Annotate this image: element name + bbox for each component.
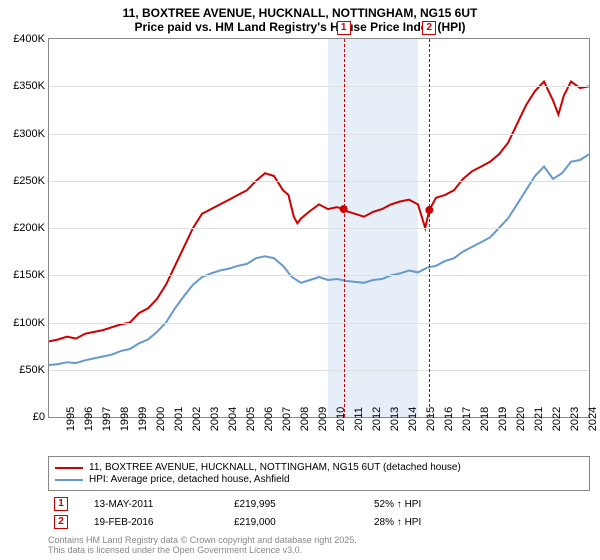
chart-title-line2: Price paid vs. HM Land Registry's House … xyxy=(0,20,600,38)
y-axis-label: £0 xyxy=(33,411,49,423)
sale-marker-line xyxy=(344,39,345,417)
gridline xyxy=(49,134,589,135)
y-axis-label: £350K xyxy=(13,80,49,92)
y-axis-label: £250K xyxy=(13,175,49,187)
gridline xyxy=(49,86,589,87)
gridline xyxy=(49,181,589,182)
chart-title-line1: 11, BOXTREE AVENUE, HUCKNALL, NOTTINGHAM… xyxy=(0,0,600,20)
sale-marker-label: 2 xyxy=(422,21,436,35)
sale-row: 2 19-FEB-2016£219,00028% ↑ HPI xyxy=(48,513,590,531)
gridline xyxy=(49,228,589,229)
gridline xyxy=(49,323,589,324)
sale-date: 19-FEB-2016 xyxy=(88,513,228,531)
legend-swatch xyxy=(55,479,83,481)
series-property xyxy=(49,82,589,342)
sales-table: 1 13-MAY-2011£219,99552% ↑ HPI 2 19-FEB-201… xyxy=(48,495,590,531)
series-hpi xyxy=(49,154,589,365)
legend-label: 11, BOXTREE AVENUE, HUCKNALL, NOTTINGHAM… xyxy=(89,462,461,473)
y-axis-label: £50K xyxy=(19,364,49,376)
y-axis-label: £300K xyxy=(13,128,49,140)
sale-delta: 28% ↑ HPI xyxy=(368,513,590,531)
sale-date: 13-MAY-2011 xyxy=(88,495,228,513)
sale-price: £219,000 xyxy=(228,513,368,531)
gridline xyxy=(49,370,589,371)
x-axis-label: 2024 xyxy=(571,407,599,431)
sale-marker-ref: 2 xyxy=(54,515,68,529)
footer: Contains HM Land Registry data © Crown c… xyxy=(48,535,590,555)
sale-marker-line xyxy=(429,39,430,417)
y-axis-label: £150K xyxy=(13,269,49,281)
sale-delta: 52% ↑ HPI xyxy=(368,495,590,513)
sale-price: £219,995 xyxy=(228,495,368,513)
footer-line1: Contains HM Land Registry data © Crown c… xyxy=(48,535,590,545)
chart-area: £0£50K£100K£150K£200K£250K£300K£350K£400… xyxy=(48,38,590,418)
y-axis-label: £400K xyxy=(13,33,49,45)
legend: 11, BOXTREE AVENUE, HUCKNALL, NOTTINGHAM… xyxy=(48,456,590,491)
y-axis-label: £100K xyxy=(13,317,49,329)
legend-label: HPI: Average price, detached house, Ashf… xyxy=(89,474,290,485)
legend-item: HPI: Average price, detached house, Ashf… xyxy=(55,474,583,485)
sale-marker-label: 1 xyxy=(337,21,351,35)
sale-row: 1 13-MAY-2011£219,99552% ↑ HPI xyxy=(48,495,590,513)
sale-marker-ref: 1 xyxy=(54,497,68,511)
legend-swatch xyxy=(55,467,83,469)
gridline xyxy=(49,275,589,276)
y-axis-label: £200K xyxy=(13,222,49,234)
footer-line2: This data is licensed under the Open Gov… xyxy=(48,545,590,555)
legend-item: 11, BOXTREE AVENUE, HUCKNALL, NOTTINGHAM… xyxy=(55,462,583,473)
